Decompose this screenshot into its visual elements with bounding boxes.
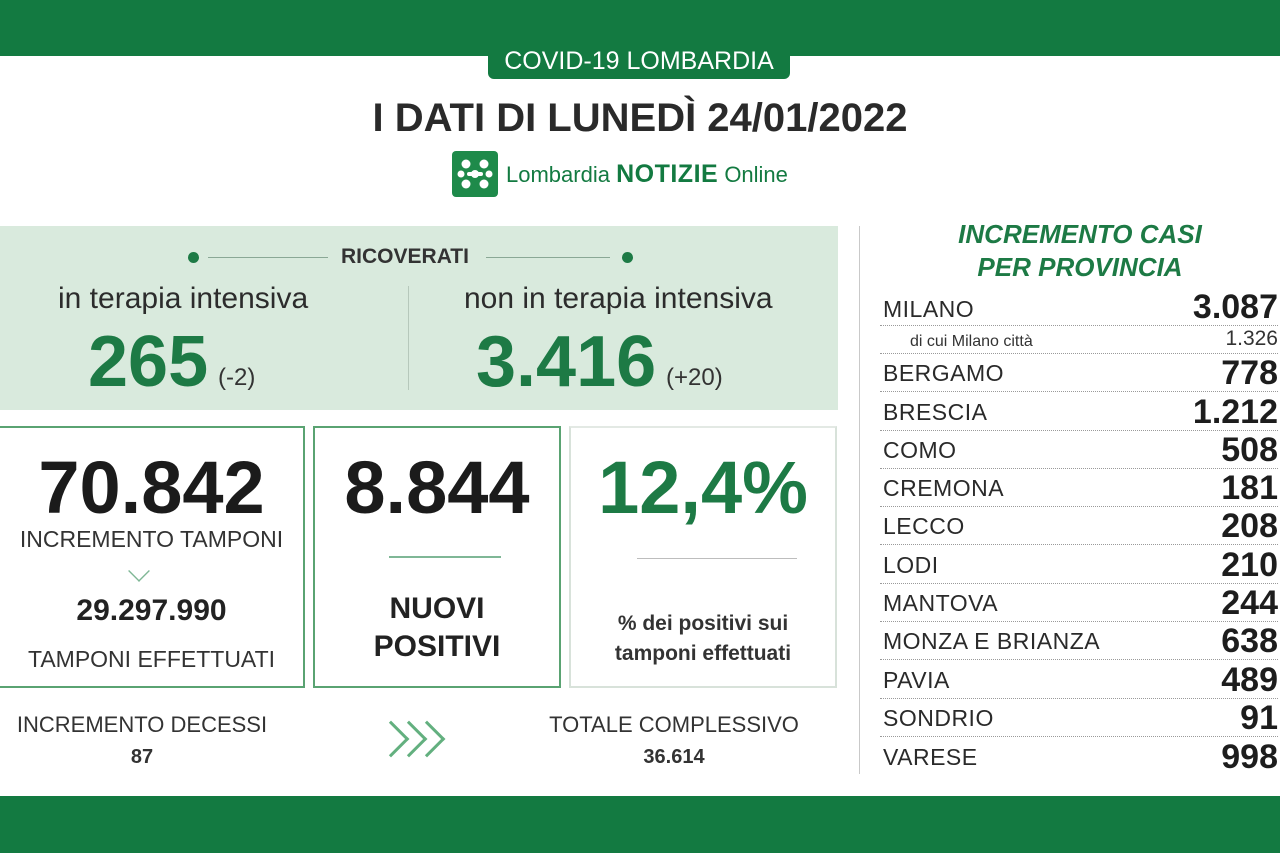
- province-value: 244: [1221, 584, 1278, 623]
- non-intensive-label: non in terapia intensiva: [464, 282, 773, 315]
- province-value: 489: [1221, 660, 1278, 699]
- intensive-delta: (-2): [218, 364, 256, 391]
- province-name: MILANO: [883, 296, 975, 322]
- percentuale-box: 12,4% % dei positivi sui tamponi effettu…: [569, 426, 837, 688]
- brand-logo-block: Lombardia NOTIZIE Online: [452, 151, 788, 197]
- province-value: 91: [1240, 698, 1278, 737]
- tamponi-total-value: 29.297.990: [76, 594, 227, 627]
- arrows-right-icon: [372, 720, 448, 766]
- province-value: 1.212: [1192, 392, 1278, 431]
- intensive-label: in terapia intensiva: [58, 282, 309, 315]
- province-row: COMO 508: [880, 431, 1278, 469]
- header-dot-right: [622, 252, 633, 263]
- province-row: CREMONA 181: [880, 469, 1278, 508]
- percentuale-value: 12,4%: [598, 446, 808, 529]
- province-row: BRESCIA 1.212: [880, 392, 1278, 431]
- province-name: BERGAMO: [883, 360, 1005, 387]
- brand-regular: Lombardia: [506, 161, 610, 187]
- province-value: 778: [1221, 354, 1278, 393]
- province-value: 210: [1221, 545, 1278, 584]
- province-value: 998: [1221, 738, 1278, 777]
- region-tag: COVID-19 LOMBARDIA: [488, 45, 790, 79]
- tamponi-box: 70.842 INCREMENTO TAMPONI 29.297.990 TAM…: [0, 426, 305, 688]
- tamponi-increment-value: 70.842: [38, 446, 265, 529]
- page-title: I DATI DI LUNEDÌ 24/01/2022: [372, 96, 908, 140]
- non-intensive-delta: (+20): [666, 364, 723, 391]
- chevron-down-icon: [128, 560, 150, 582]
- province-name: MONZA E BRIANZA: [883, 628, 1101, 655]
- decessi-label: INCREMENTO DECESSI: [16, 712, 268, 737]
- province-row-milano-citta: di cui Milano città 1.326: [880, 326, 1278, 354]
- province-value: 181: [1221, 469, 1278, 508]
- province-name: VARESE: [883, 744, 978, 771]
- province-title-line-1: INCREMENTO CASI: [958, 219, 1202, 249]
- nuovi-positivi-value: 8.844: [344, 446, 530, 529]
- province-value: 3.087: [1192, 288, 1278, 326]
- tamponi-increment-label: INCREMENTO TAMPONI: [19, 526, 284, 552]
- province-value: 208: [1221, 507, 1278, 546]
- province-name: LECCO: [883, 513, 965, 540]
- bottom-green-band: [0, 796, 1280, 853]
- province-title-line-2: PER PROVINCIA: [977, 252, 1183, 282]
- header-line-right: [486, 257, 610, 258]
- province-row-milano: MILANO 3.087: [880, 286, 1278, 326]
- province-row: BERGAMO 778: [880, 354, 1278, 393]
- nuovi-positivi-label-2: POSITIVI: [373, 630, 501, 663]
- province-row: PAVIA 489: [880, 660, 1278, 699]
- province-name: MANTOVA: [883, 590, 999, 617]
- province-name: SONDRIO: [883, 704, 994, 731]
- province-name: LODI: [883, 551, 939, 578]
- header-line-left: [208, 257, 328, 258]
- province-row: VARESE 998: [880, 737, 1278, 775]
- header-dot-left: [188, 252, 199, 263]
- province-name: COMO: [883, 436, 957, 463]
- province-name: CREMONA: [883, 475, 1005, 502]
- brand-name: Lombardia NOTIZIE Online: [506, 160, 788, 189]
- nuovi-positivi-box: 8.844 NUOVI POSITIVI: [313, 426, 561, 688]
- ricoverati-panel: RICOVERATI in terapia intensiva 265 (-2)…: [0, 226, 838, 410]
- province-name: PAVIA: [883, 666, 950, 693]
- ricoverati-separator: [408, 286, 409, 390]
- intensive-value: 265: [88, 322, 209, 402]
- ricoverati-header: RICOVERATI: [0, 244, 838, 270]
- province-value: 508: [1221, 430, 1278, 469]
- province-row: LODI 210: [880, 546, 1278, 584]
- non-intensive-value: 3.416: [476, 322, 657, 402]
- positivi-divider: [389, 556, 501, 558]
- vertical-divider: [859, 226, 860, 774]
- province-row: SONDRIO 91: [880, 699, 1278, 737]
- percentuale-divider: [637, 558, 797, 559]
- percentuale-label-2: tamponi effettuati: [614, 642, 792, 665]
- ricoverati-title: RICOVERATI: [341, 245, 469, 268]
- province-value: 638: [1221, 622, 1278, 661]
- province-title: INCREMENTO CASI PER PROVINCIA: [870, 218, 1280, 284]
- brand-bold: NOTIZIE: [616, 159, 719, 188]
- province-row: MONZA E BRIANZA 638: [880, 622, 1278, 661]
- province-row: MANTOVA 244: [880, 584, 1278, 623]
- tamponi-total-label: TAMPONI EFFETTUATI: [27, 646, 276, 672]
- sub-province-value: 1.326: [1225, 327, 1278, 350]
- decessi-total-label: TOTALE COMPLESSIVO: [549, 712, 799, 737]
- decessi-total-value: 36.614: [643, 746, 705, 768]
- percentuale-label-1: % dei positivi sui: [617, 612, 789, 635]
- province-row: LECCO 208: [880, 507, 1278, 546]
- sub-province-name: di cui Milano città: [910, 333, 1033, 350]
- lombardia-rosa-camuna-icon: [452, 151, 498, 197]
- province-name: BRESCIA: [883, 398, 988, 425]
- nuovi-positivi-label-1: NUOVI: [389, 592, 485, 625]
- decessi-value: 87: [130, 746, 154, 768]
- brand-suffix: Online: [724, 161, 788, 187]
